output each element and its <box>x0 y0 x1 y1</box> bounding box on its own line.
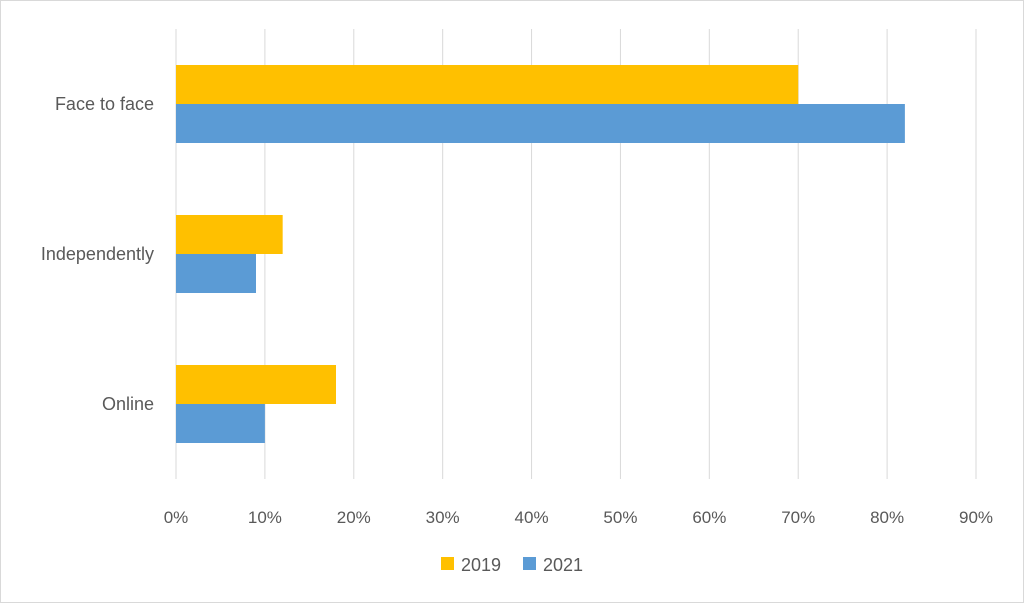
x-tick-label: 90% <box>959 508 993 527</box>
x-tick-label: 60% <box>692 508 726 527</box>
y-axis: Face to face Independently Online <box>41 94 154 414</box>
category-label: Face to face <box>55 94 154 114</box>
bars <box>176 65 905 443</box>
bar-2019-online <box>176 365 336 404</box>
bar-2021-online <box>176 404 265 443</box>
category-label: Independently <box>41 244 154 264</box>
x-tick-label: 0% <box>164 508 189 527</box>
x-tick-label: 40% <box>515 508 549 527</box>
legend-label-2021: 2021 <box>543 555 583 575</box>
x-tick-label: 20% <box>337 508 371 527</box>
legend-swatch-2019 <box>441 557 454 570</box>
x-axis: 0% 10% 20% 30% 40% 50% 60% 70% 80% 90% <box>164 508 993 527</box>
category-label: Online <box>102 394 154 414</box>
x-tick-label: 70% <box>781 508 815 527</box>
legend-swatch-2021 <box>523 557 536 570</box>
bar-2019-face-to-face <box>176 65 799 104</box>
legend-label-2019: 2019 <box>461 555 501 575</box>
bar-2021-face-to-face <box>176 104 905 143</box>
x-tick-label: 30% <box>426 508 460 527</box>
legend: 2019 2021 <box>441 555 583 575</box>
x-tick-label: 10% <box>248 508 282 527</box>
bar-2019-independently <box>176 215 283 254</box>
x-tick-label: 80% <box>870 508 904 527</box>
bar-2021-independently <box>176 254 256 293</box>
x-tick-label: 50% <box>603 508 637 527</box>
